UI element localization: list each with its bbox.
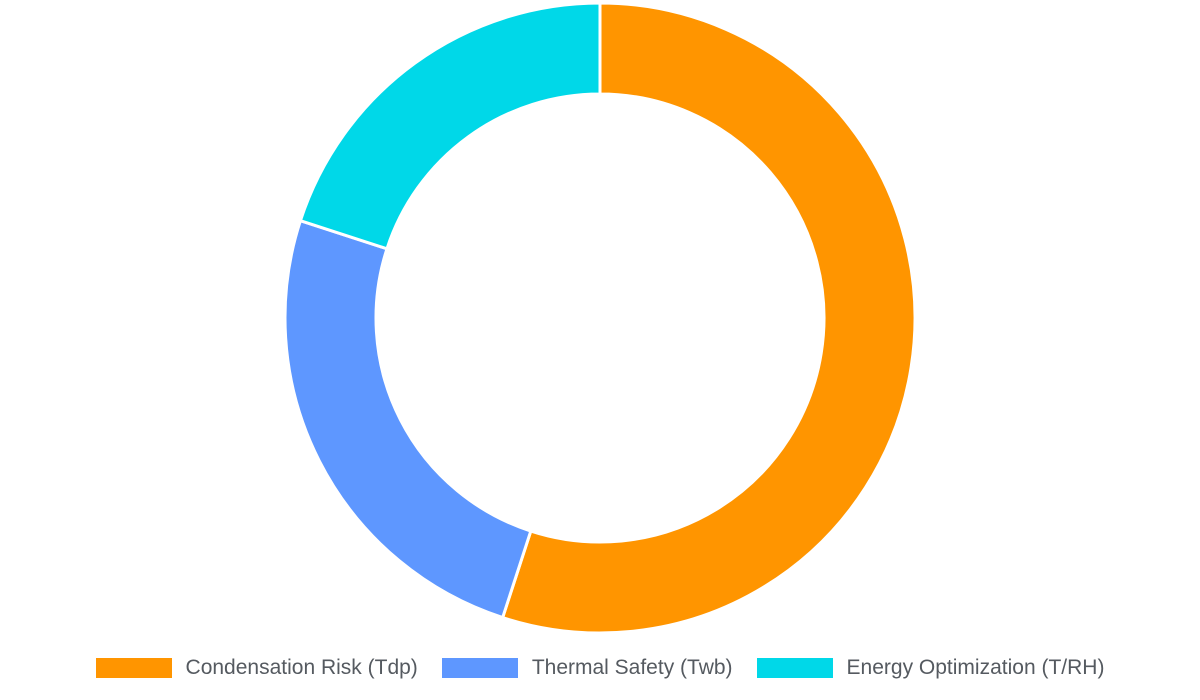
legend-item-condensation[interactable]: Condensation Risk (Tdp)	[95, 656, 418, 680]
legend-swatch-thermal	[441, 658, 518, 678]
donut-plot	[283, 1, 917, 635]
legend-label-energy: Energy Optimization (T/RH)	[846, 656, 1105, 679]
legend-swatch-energy	[756, 658, 833, 678]
donut-slice-thermal[interactable]	[283, 218, 533, 620]
donut-slices	[283, 1, 917, 635]
donut-slice-energy[interactable]	[298, 1, 602, 251]
legend-swatch-condensation	[95, 658, 172, 678]
legend-item-energy[interactable]: Energy Optimization (T/RH)	[756, 656, 1105, 680]
legend-item-thermal[interactable]: Thermal Safety (Twb)	[441, 656, 733, 680]
legend-label-condensation: Condensation Risk (Tdp)	[185, 656, 418, 679]
donut-slice-condensation[interactable]	[500, 1, 917, 635]
legend: Condensation Risk (Tdp) Thermal Safety (…	[0, 652, 1200, 684]
legend-label-thermal: Thermal Safety (Twb)	[531, 656, 733, 679]
